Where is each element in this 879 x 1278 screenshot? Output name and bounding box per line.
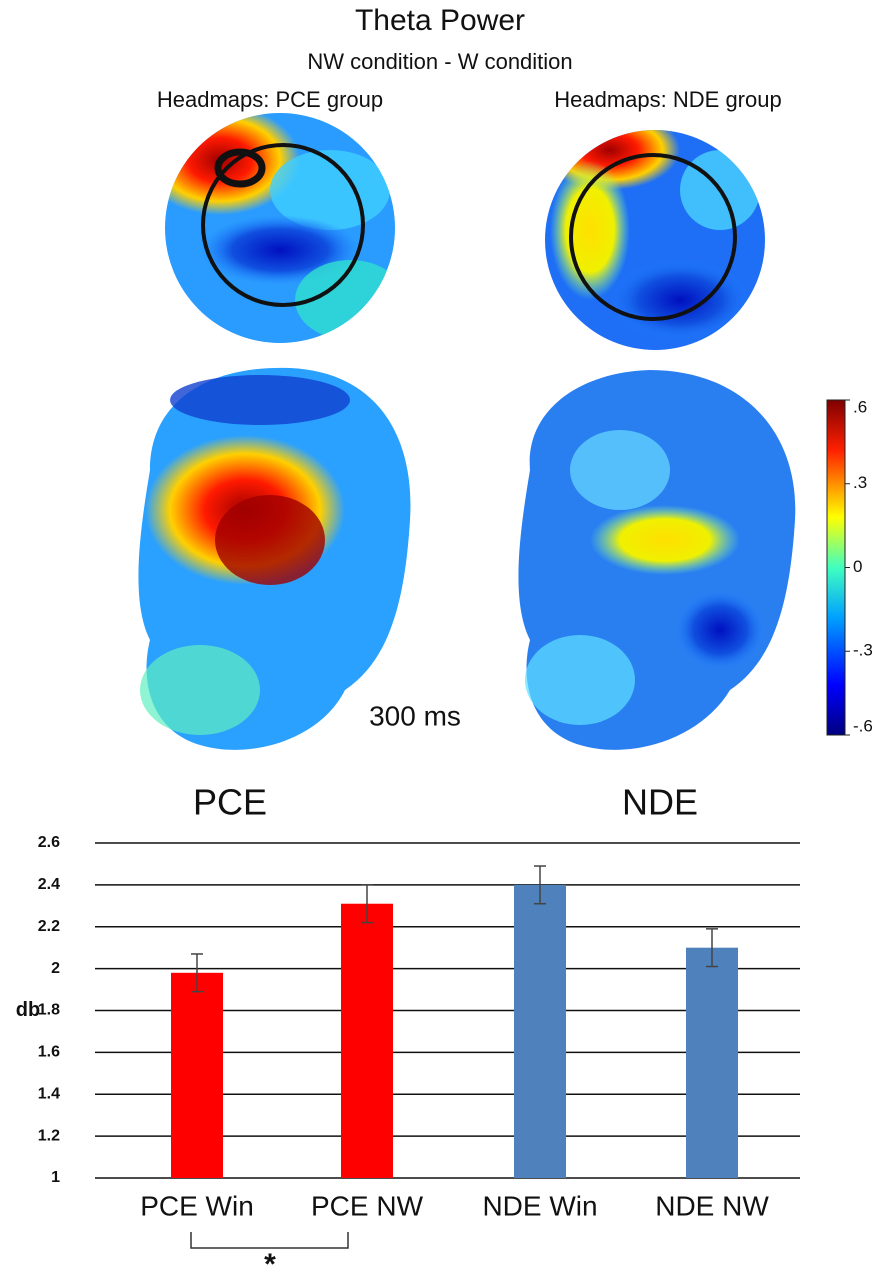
colorbar-tick-label: -.6 <box>853 716 873 735</box>
y-tick-label: 1 <box>51 1169 60 1186</box>
colorbar-tick-label: .6 <box>853 397 867 416</box>
bar <box>171 973 223 1178</box>
y-tick-label: 2 <box>51 960 60 977</box>
title: Theta Power <box>355 4 525 37</box>
bar <box>686 948 738 1178</box>
y-axis-label: db <box>16 999 40 1021</box>
colorbar-tick-label: -.3 <box>853 641 873 660</box>
y-tick-label: 1.2 <box>38 1127 60 1144</box>
y-tick-label: 2.2 <box>38 918 60 935</box>
headmap-label: Headmaps: PCE group <box>157 87 383 112</box>
x-tick-label: PCE NW <box>311 1190 424 1221</box>
y-tick-label: 2.6 <box>38 834 60 851</box>
group-label: PCE <box>193 782 267 823</box>
colorbar-tick-label: 0 <box>853 557 862 576</box>
headmap-label: Headmaps: NDE group <box>554 87 781 112</box>
figure: Theta Power NW condition - W condition H… <box>0 0 879 1278</box>
x-tick-label: NDE NW <box>655 1190 769 1221</box>
x-tick-label: PCE Win <box>140 1190 254 1221</box>
y-tick-label: 1.4 <box>38 1085 60 1102</box>
significance-label: * <box>264 1248 276 1278</box>
bar <box>341 904 393 1178</box>
y-tick-label: 2.4 <box>38 876 60 893</box>
significance-bracket <box>191 1232 348 1248</box>
y-tick-label: 1.8 <box>38 1002 60 1019</box>
colorbar <box>827 400 845 735</box>
group-label: NDE <box>622 782 698 823</box>
colorbar-tick-label: .3 <box>853 473 867 492</box>
time-label: 300 ms <box>369 700 461 731</box>
head-3d <box>518 370 795 750</box>
subtitle: NW condition - W condition <box>307 49 572 74</box>
x-tick-label: NDE Win <box>482 1190 597 1221</box>
headmap <box>140 105 405 350</box>
bar <box>514 885 566 1178</box>
y-tick-label: 1.6 <box>38 1044 60 1061</box>
head-3d <box>138 368 410 750</box>
